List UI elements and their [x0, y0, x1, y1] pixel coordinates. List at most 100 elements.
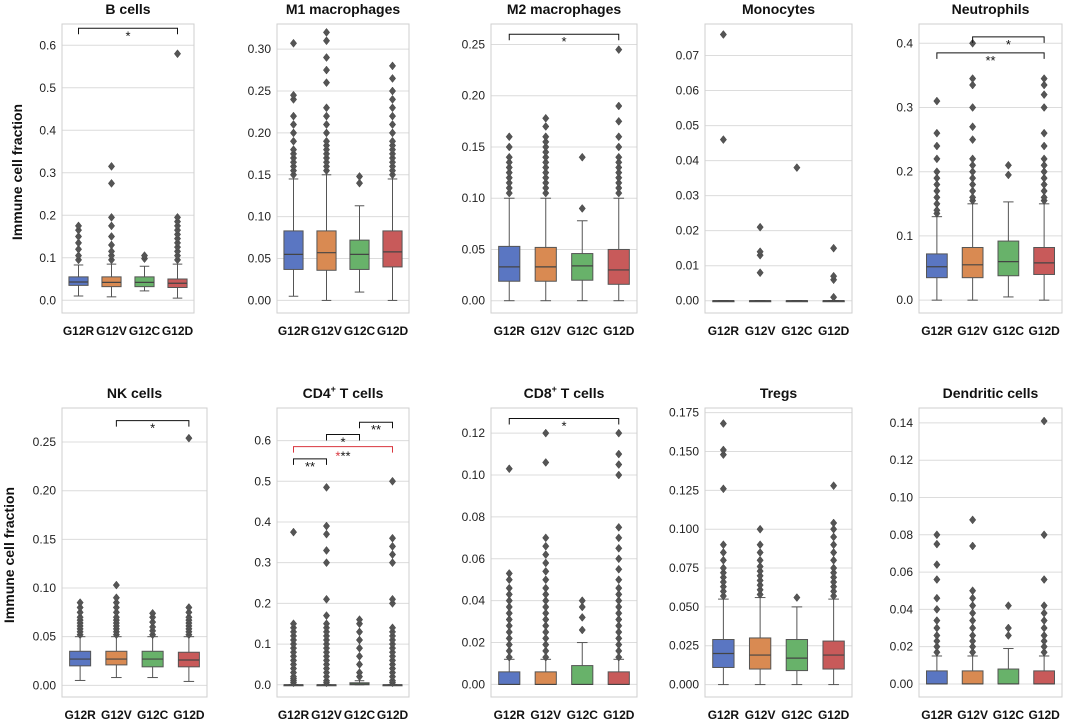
- outlier-point: [289, 120, 298, 129]
- x-tick-label: G12R: [278, 324, 310, 338]
- outlier-point: [615, 142, 623, 152]
- significance-bracket: [508, 417, 620, 425]
- x-tick-label: G12C: [993, 324, 1025, 338]
- panel-title: CD8+ T cells: [524, 384, 605, 401]
- outlier-point: [322, 65, 331, 75]
- y-tick-label: 0.05: [462, 242, 486, 256]
- outlier-point: [185, 612, 193, 622]
- outlier-point: [933, 96, 941, 106]
- outlier-point: [355, 178, 364, 188]
- outlier-point: [388, 86, 397, 96]
- outlier-point: [322, 619, 331, 629]
- box-G12R: [283, 230, 304, 270]
- outlier-point: [185, 607, 193, 617]
- y-tick-label: 0.20: [462, 89, 486, 103]
- y-tick-label: 0.04: [890, 602, 914, 616]
- outlier-point: [719, 591, 727, 601]
- y-tick-label: 0.0: [39, 293, 56, 307]
- outlier-point: [830, 518, 838, 528]
- y-tick-label: 0.10: [462, 468, 486, 482]
- outlier-point: [505, 589, 513, 599]
- panel-tregs: Tregs 0.000 0.025 0.050 0.075 0.100 0.125 0.150…: [669, 385, 853, 722]
- outlier-point: [542, 137, 550, 147]
- outlier-point: [615, 627, 623, 637]
- box-G12V: [316, 230, 337, 271]
- outlier-point: [615, 633, 623, 643]
- x-tick-label: G12C: [781, 324, 813, 338]
- plot-frame: [61, 407, 208, 698]
- x-tick-label: G12D: [603, 708, 635, 722]
- outlier-point: [322, 128, 331, 138]
- outlier-point: [542, 178, 550, 188]
- x-tick-label: G12V: [311, 708, 342, 722]
- y-tick-label: 0.000: [669, 678, 699, 692]
- outlier-point: [322, 136, 331, 146]
- outlier-point: [615, 583, 623, 593]
- outlier-point: [830, 586, 838, 596]
- significance-label: *: [561, 34, 566, 49]
- outlier-point: [830, 572, 838, 582]
- outlier-point: [719, 572, 727, 582]
- outlier-point: [719, 568, 727, 578]
- outlier-point: [289, 38, 298, 48]
- outlier-point: [355, 172, 364, 181]
- y-tick-label: 0.05: [676, 119, 700, 133]
- outlier-point: [112, 593, 120, 603]
- outlier-point: [756, 585, 764, 595]
- outlier-point: [322, 36, 331, 46]
- plot-frame: [61, 23, 195, 314]
- box-G12R: [498, 245, 521, 282]
- outlier-point: [149, 608, 157, 618]
- x-tick-label: G12V: [957, 708, 988, 722]
- significance-bracket: [115, 420, 190, 427]
- outlier-point: [542, 533, 550, 543]
- outlier-point: [1040, 608, 1048, 618]
- outlier-point: [1040, 616, 1048, 625]
- significance-bracket: [508, 33, 620, 41]
- outlier-point: [969, 74, 977, 83]
- outlier-point: [505, 646, 513, 656]
- x-tick-label: G12V: [957, 324, 988, 338]
- outlier-point: [542, 558, 550, 568]
- outlier-point: [969, 160, 977, 170]
- box-G12V: [105, 650, 128, 666]
- outlier-point: [173, 49, 182, 59]
- outlier-point: [322, 521, 331, 531]
- outlier-point: [355, 627, 364, 637]
- panel-dendritic-cells: Dendritic cells 0.00 0.02 0.04 0.06 0.08 0.10 0…: [890, 385, 1063, 722]
- outlier-point: [969, 608, 977, 618]
- outlier-point: [505, 142, 513, 152]
- outlier-point: [1040, 80, 1048, 90]
- outlier-point: [756, 566, 764, 576]
- significance-bracket: [936, 52, 1045, 59]
- outlier-point: [615, 533, 623, 543]
- y-tick-label: 0.3: [39, 166, 56, 180]
- outlier-point: [719, 577, 727, 587]
- panel-cd8: CD8+ T cells 0.00 0.02 0.04 0.06 0.08 0.10 0.12…: [462, 384, 638, 722]
- outlier-point: [1040, 416, 1048, 426]
- outlier-point: [969, 616, 977, 625]
- outlier-point: [542, 173, 550, 183]
- y-tick-label: 0.20: [33, 484, 57, 498]
- outlier-point: [505, 652, 513, 662]
- outlier-point: [615, 554, 623, 564]
- outlier-point: [756, 268, 764, 278]
- outlier-point: [74, 221, 83, 231]
- significance-label: *: [1006, 37, 1011, 52]
- outlier-point: [933, 593, 941, 603]
- outlier-point: [1040, 167, 1048, 177]
- outlier-point: [615, 589, 623, 599]
- panel-title: Monocytes: [742, 1, 815, 17]
- outlier-point: [505, 173, 513, 183]
- y-tick-label: 0.10: [462, 191, 486, 205]
- outlier-point: [1040, 623, 1048, 633]
- outlier-point: [1004, 160, 1012, 170]
- y-tick-label: 0.125: [669, 483, 699, 497]
- box-G12C: [997, 240, 1020, 277]
- outlier-point: [505, 621, 513, 631]
- outlier-point: [112, 603, 120, 612]
- panel-title: Neutrophils: [952, 1, 1030, 17]
- y-tick-label: 0.6: [39, 38, 56, 52]
- y-tick-label: 0.25: [462, 37, 486, 51]
